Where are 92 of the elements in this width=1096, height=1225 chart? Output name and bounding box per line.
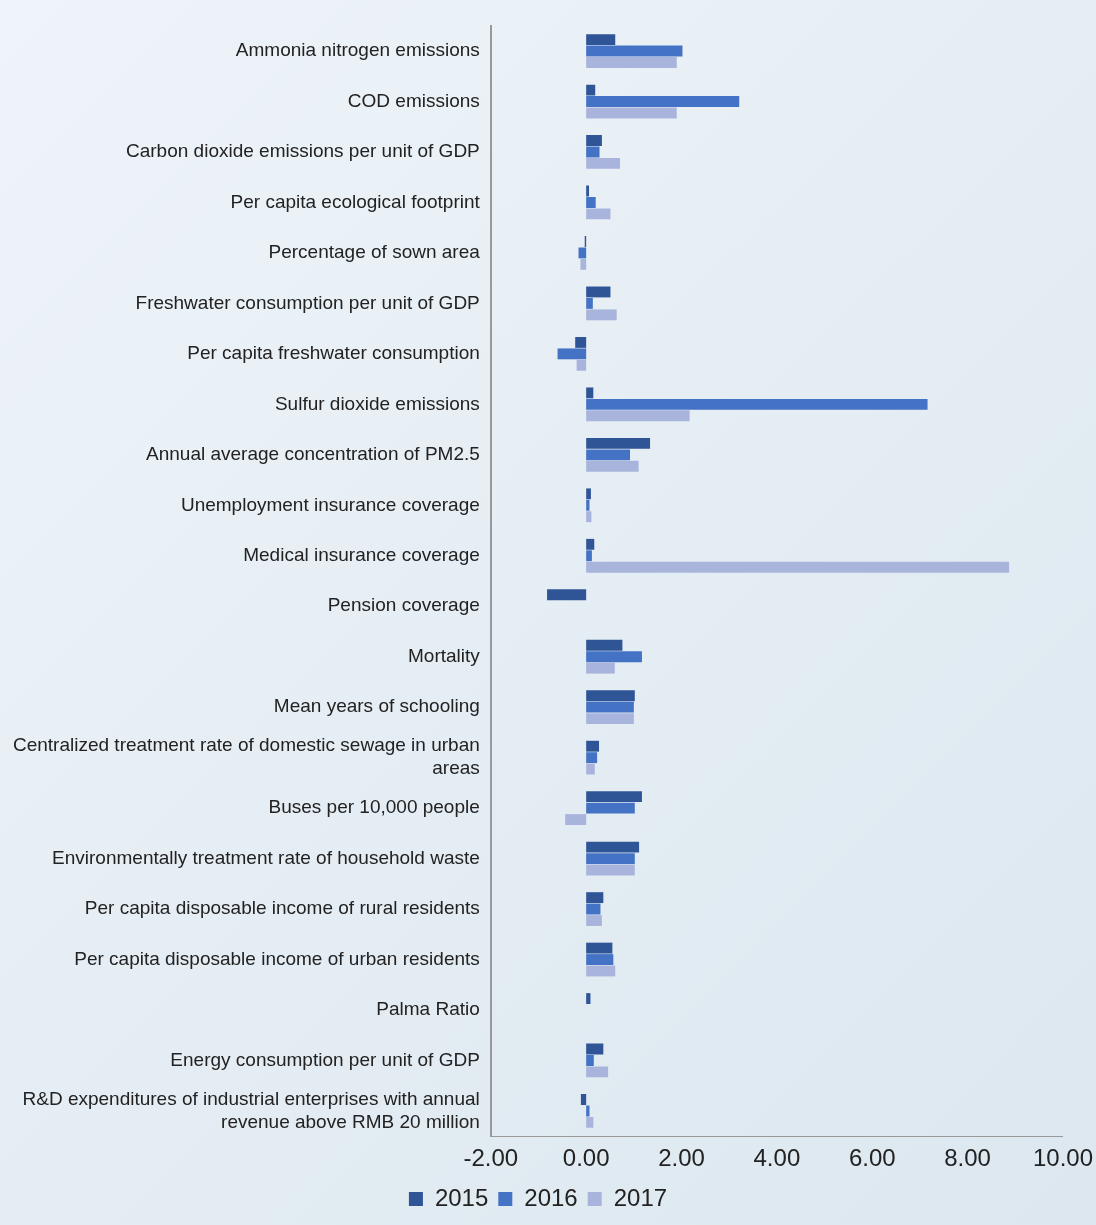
y-tick-label: Palma Ratio (376, 998, 480, 1020)
bar (586, 208, 611, 220)
bar (586, 690, 635, 702)
bar (586, 713, 634, 725)
x-tick-label: 10.00 (1032, 1144, 1093, 1172)
y-tick-label: Annual average concentration of PM2.5 (146, 443, 480, 465)
bar (586, 802, 635, 814)
bar (586, 864, 635, 876)
bar (586, 488, 591, 500)
bar (586, 398, 928, 410)
bar (565, 814, 587, 825)
bar (586, 460, 639, 472)
y-tick-label: Pension coverage (327, 594, 480, 616)
bar (586, 34, 616, 46)
y-tick-label: Per capita freshwater consumption (187, 342, 480, 364)
bar (586, 387, 594, 399)
bar (586, 96, 740, 107)
y-tick-label: Carbon dioxide emissions per unit of GDP (126, 140, 480, 162)
bar (586, 841, 640, 853)
bar (586, 993, 591, 1005)
bar (586, 1116, 594, 1128)
x-tick-label: 2.00 (658, 1144, 705, 1172)
bar (586, 903, 601, 915)
bar (586, 740, 600, 752)
y-tick-label: Per capita disposable income of rural residents (84, 897, 480, 919)
bar (586, 915, 602, 926)
bar (586, 892, 604, 904)
bar (580, 258, 587, 270)
bar (586, 57, 677, 68)
y-tick-label: Environmentally treatment rate of household waste (52, 846, 480, 868)
bar (586, 157, 621, 169)
bar (580, 1094, 587, 1105)
bar (586, 449, 631, 461)
y-tick-label: Ammonia nitrogen emissions (235, 39, 480, 61)
bar (586, 662, 615, 674)
x-tick-label: 4.00 (753, 1144, 801, 1172)
legend-label: 2015 (434, 1183, 489, 1211)
bar (586, 499, 590, 511)
x-tick-label: 8.00 (944, 1144, 991, 1172)
y-tick-label: Unemployment insurance coverage (180, 493, 480, 515)
y-tick-label: Per capita ecological footprint (230, 190, 481, 212)
bar (586, 550, 592, 562)
bar (575, 337, 587, 348)
bar (586, 1066, 609, 1078)
bar (586, 410, 690, 422)
bar (586, 651, 642, 663)
bar (547, 589, 587, 601)
bar (576, 359, 587, 371)
y-tick-label: Sulfur dioxide emissions (274, 392, 480, 414)
y-tick-label: Freshwater consumption per unit of GDP (135, 291, 480, 313)
bar (586, 146, 600, 158)
y-tick-label: Per capita disposable income of urban residents (74, 947, 480, 969)
bar (586, 701, 634, 713)
bar (586, 942, 613, 954)
y-tick-label: Energy consumption per unit of GDP (170, 1048, 480, 1070)
bar (557, 348, 587, 360)
y-tick-label: Buses per 10,000 people (268, 796, 480, 818)
bar (586, 752, 598, 764)
bar (586, 437, 651, 449)
bar (586, 791, 642, 803)
y-tick-label: Mean years of schooling (273, 695, 480, 717)
y-tick-label: Percentage of sown area (268, 241, 481, 263)
bar (578, 247, 587, 259)
legend-label: 2016 (524, 1183, 578, 1211)
y-tick-label: Medical insurance coverage (243, 544, 480, 565)
bar (586, 954, 614, 965)
x-tick-label: -2.00 (463, 1144, 519, 1172)
bar (586, 1055, 594, 1066)
bar (586, 107, 677, 119)
bar (586, 45, 683, 57)
bar (586, 84, 596, 96)
bar (586, 297, 593, 309)
bar (586, 135, 602, 146)
bar (586, 639, 623, 651)
x-tick-label: 6.00 (848, 1144, 896, 1172)
bar (586, 1043, 604, 1055)
bar (586, 763, 595, 775)
y-tick-label: COD emissions (347, 89, 480, 111)
bar (586, 286, 611, 298)
bar (586, 185, 590, 197)
y-tick-label: R&D expenditures of industrial enterprises with annual revenue above RMB 20 million (22, 1087, 480, 1132)
bar (586, 965, 616, 977)
bar (586, 538, 595, 550)
bar (586, 511, 592, 523)
bar (586, 561, 1010, 573)
legend-label: 2017 (613, 1183, 668, 1211)
y-tick-label: Centralized treatment rate of domestic sewage in urban areas (12, 734, 480, 779)
bar (586, 197, 596, 208)
y-tick-label: Mortality (408, 644, 481, 666)
x-tick-label: 0.00 (562, 1144, 610, 1172)
bar (586, 309, 617, 321)
bar (586, 853, 635, 865)
